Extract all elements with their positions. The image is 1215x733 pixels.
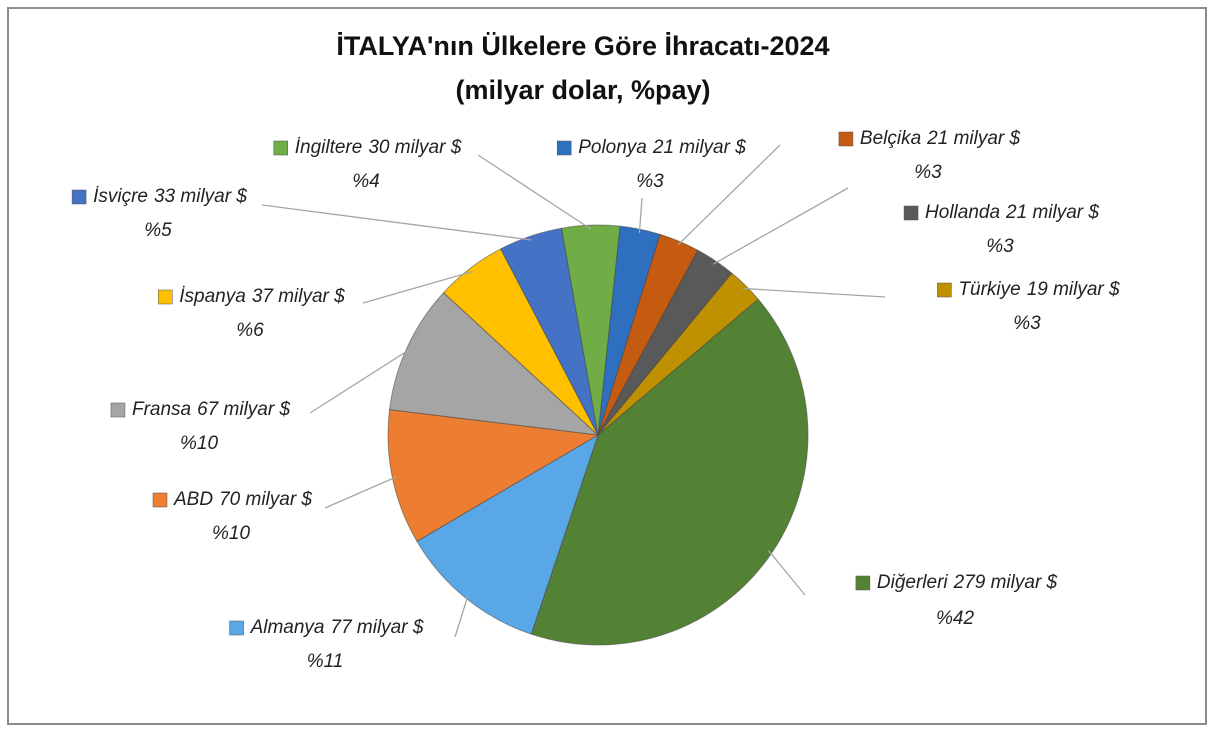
share-label: %3 [1013,313,1041,334]
share-label: %5 [144,220,172,241]
label-value: 279 milyar $ [953,572,1058,593]
data-label: Türkiye 19 milyar $ [958,279,1120,300]
label-value: 21 milyar $ [926,128,1020,149]
label-category: Almanya [250,617,325,638]
data-label: Diğerleri 279 milyar $ [877,572,1058,593]
share-label: %3 [914,162,942,183]
legend-key [838,131,854,147]
legend-key [556,140,572,156]
pie-slice [560,224,621,436]
legend-key [855,575,871,591]
label-value: 33 milyar $ [154,186,247,207]
leader-line [638,197,643,234]
label-category: İsviçre [93,186,148,207]
legend-key [71,189,87,205]
share-label: %3 [986,236,1014,257]
pie-slice [388,291,600,436]
data-label: Fransa 67 milyar $ [132,399,290,420]
label-category: Diğerleri [877,572,949,593]
leader-line [261,204,532,241]
pie-slice [416,433,599,635]
leader-line [712,187,849,265]
label-category: Belçika [860,128,921,149]
label-category: İspanya [179,286,246,307]
leader-line [477,154,592,230]
label-category: Fransa [132,399,191,420]
data-label: İngiltere 30 milyar $ [295,137,462,158]
leader-line [324,476,397,509]
pie-slice [387,409,600,542]
share-label: %11 [307,651,344,672]
share-label: %4 [352,171,379,192]
legend-key [110,402,126,418]
leader-line [362,270,473,304]
pie-slice [530,298,809,646]
data-label: ABD 70 milyar $ [173,489,312,510]
share-label: %3 [636,171,664,192]
legend-key [273,140,288,156]
label-category: Polonya [578,137,647,158]
legend-key [903,205,919,221]
share-label: %6 [236,320,264,341]
share-label: %10 [212,523,250,544]
data-label: Hollanda 21 milyar $ [925,202,1099,223]
label-category: ABD [173,489,213,510]
label-value: 21 milyar $ [1005,202,1099,223]
chart-title: İTALYA'nın Ülkelere Göre İhracatı-2024 [336,31,829,61]
label-value: 77 milyar $ [331,617,424,638]
leader-line [309,348,412,414]
leader-line [454,594,469,638]
share-label: %42 [936,608,974,629]
legend-key [152,492,168,508]
label-category: Türkiye [958,279,1020,300]
data-label: Polonya 21 milyar $ [578,137,746,158]
label-category: İngiltere [295,137,363,158]
data-label: Belçika 21 milyar $ [860,128,1021,149]
label-value: 21 milyar $ [652,137,746,158]
leader-line [677,144,781,246]
legend-key [158,289,173,305]
label-value: 19 milyar $ [1027,279,1120,300]
legend-key [229,620,244,636]
label-value: 37 milyar $ [252,286,345,307]
chart-subtitle: (milyar dolar, %pay) [455,75,710,105]
legend-key [937,282,952,298]
leader-line [768,550,806,596]
label-value: 70 milyar $ [219,489,312,510]
label-value: 67 milyar $ [197,399,290,420]
leader-line [742,287,886,298]
data-label: Almanya 77 milyar $ [250,617,424,638]
label-value: 30 milyar $ [368,137,461,158]
share-label: %10 [180,433,218,454]
data-label: İsviçre 33 milyar $ [93,186,247,207]
data-label: İspanya 37 milyar $ [179,286,345,307]
label-category: Hollanda [925,202,1000,223]
